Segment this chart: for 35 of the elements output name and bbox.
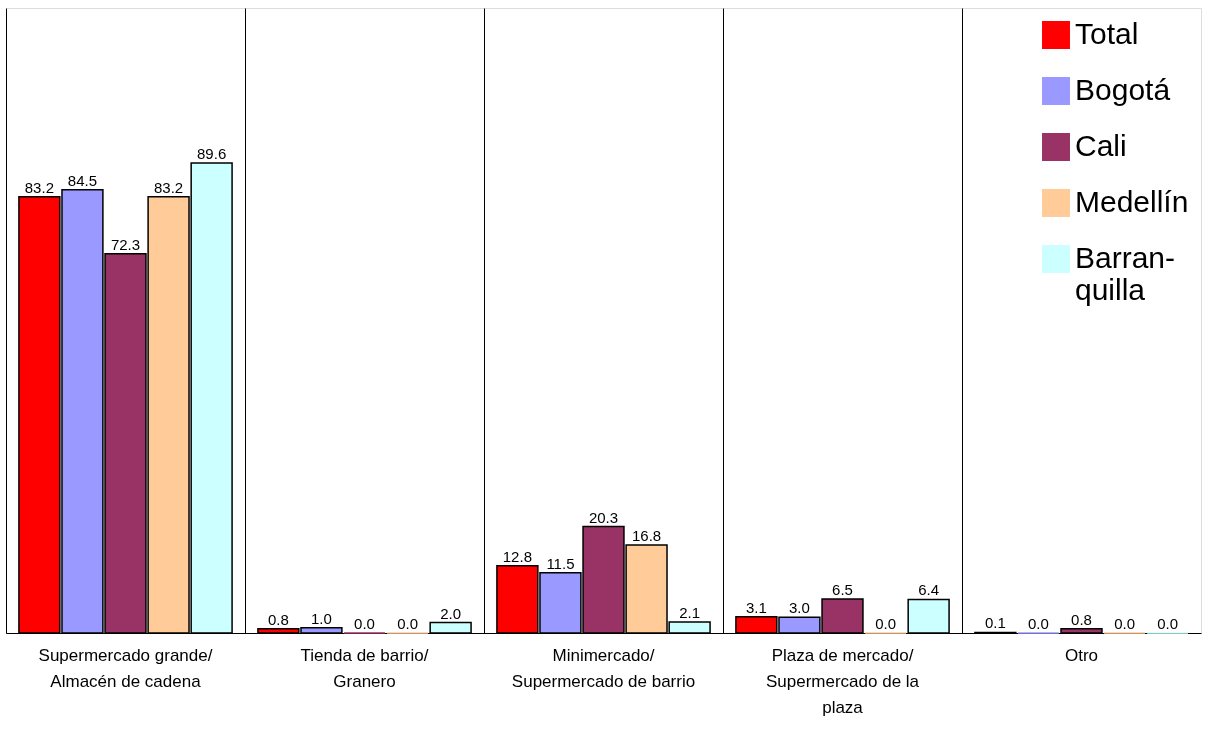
data-label: 12.8	[502, 547, 532, 565]
x-tick-label: Tienda de barrio/ Granero	[300, 645, 429, 691]
data-label: 0.1	[984, 614, 1006, 632]
data-label: 3.1	[745, 598, 767, 616]
data-label: 89.6	[197, 145, 227, 163]
data-label: 2.0	[440, 604, 462, 622]
legend-label: Total	[1075, 17, 1139, 50]
data-label: 72.3	[110, 235, 141, 253]
x-tick-label: Supermercado grande/ Almacén de cadena	[38, 645, 213, 691]
data-label: 0.8	[1071, 610, 1092, 628]
data-label: 1.0	[311, 609, 332, 627]
data-label: 0.0	[1114, 615, 1135, 632]
data-label: 0.0	[354, 615, 375, 632]
data-label: 11.5	[546, 554, 575, 572]
legend-label: Cali	[1075, 129, 1127, 162]
x-tick-label: Minimercado/ Supermercado de barrio	[511, 645, 696, 691]
data-label: 0.8	[267, 610, 289, 628]
data-label: 2.1	[679, 603, 701, 621]
data-label: 20.3	[588, 508, 619, 526]
data-label: 3.0	[789, 599, 810, 617]
legend-label: Bogotá	[1075, 73, 1171, 106]
data-label: 16.8	[631, 526, 662, 544]
data-label: 0.0	[1157, 615, 1179, 632]
data-label: 0.0	[397, 615, 418, 632]
data-label: 0.0	[875, 615, 896, 632]
legend-label: Barran-quilla	[1075, 241, 1176, 306]
legend-label: Medellín	[1075, 185, 1189, 218]
data-label: 84.5	[67, 171, 98, 189]
data-label: 6.4	[918, 581, 940, 599]
data-label: 6.5	[832, 580, 853, 598]
data-label: 83.2	[153, 178, 184, 196]
x-tick-label: Plaza de mercado/ Supermercado de la plaza	[765, 645, 920, 717]
data-label: 83.2	[24, 178, 54, 196]
data-label: 0.0	[1028, 615, 1049, 632]
x-tick-label: Otro	[1064, 645, 1099, 665]
